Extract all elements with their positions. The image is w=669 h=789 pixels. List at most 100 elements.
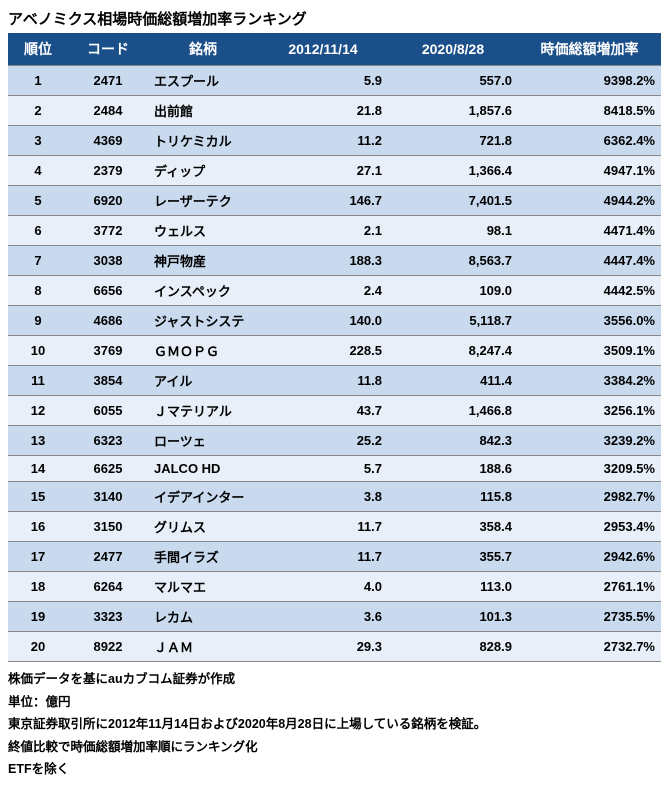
cell-pct: 2982.7% xyxy=(518,482,661,512)
cell-pct: 3556.0% xyxy=(518,306,661,336)
cell-rank: 4 xyxy=(8,156,68,186)
cell-v2: 355.7 xyxy=(388,542,518,572)
cell-code: 6920 xyxy=(68,186,148,216)
cell-v2: 188.6 xyxy=(388,456,518,482)
cell-pct: 2735.5% xyxy=(518,602,661,632)
cell-v2: 101.3 xyxy=(388,602,518,632)
cell-v1: 29.3 xyxy=(258,632,388,662)
table-row: 56920レーザーテク146.77,401.54944.2% xyxy=(8,186,661,216)
cell-code: 8922 xyxy=(68,632,148,662)
cell-pct: 8418.5% xyxy=(518,96,661,126)
cell-code: 3772 xyxy=(68,216,148,246)
cell-pct: 4442.5% xyxy=(518,276,661,306)
cell-v2: 113.0 xyxy=(388,572,518,602)
footnote-line: 単位：億円 xyxy=(8,691,661,714)
cell-pct: 3256.1% xyxy=(518,396,661,426)
cell-code: 2484 xyxy=(68,96,148,126)
cell-v2: 828.9 xyxy=(388,632,518,662)
cell-v1: 43.7 xyxy=(258,396,388,426)
cell-name: レカム xyxy=(148,602,258,632)
cell-rank: 18 xyxy=(8,572,68,602)
table-row: 94686ジャストシステ140.05,118.73556.0% xyxy=(8,306,661,336)
table-row: 186264マルマエ4.0113.02761.1% xyxy=(8,572,661,602)
cell-pct: 2761.1% xyxy=(518,572,661,602)
cell-v1: 5.7 xyxy=(258,456,388,482)
table-row: 73038神戸物産188.38,563.74447.4% xyxy=(8,246,661,276)
cell-v1: 140.0 xyxy=(258,306,388,336)
cell-v1: 146.7 xyxy=(258,186,388,216)
cell-code: 2379 xyxy=(68,156,148,186)
footnote-line: ETFを除く xyxy=(8,758,661,781)
cell-name: イデアインター xyxy=(148,482,258,512)
cell-name: 出前館 xyxy=(148,96,258,126)
table-row: 42379ディップ27.11,366.44947.1% xyxy=(8,156,661,186)
table-row: 34369トリケミカル11.2721.86362.4% xyxy=(8,126,661,156)
cell-v1: 2.4 xyxy=(258,276,388,306)
cell-rank: 17 xyxy=(8,542,68,572)
table-row: 63772ウェルス2.198.14471.4% xyxy=(8,216,661,246)
cell-name: Ｊマテリアル xyxy=(148,396,258,426)
cell-name: JALCO HD xyxy=(148,456,258,482)
cell-v1: 11.8 xyxy=(258,366,388,396)
cell-v1: 4.0 xyxy=(258,572,388,602)
cell-name: ジャストシステ xyxy=(148,306,258,336)
cell-code: 6625 xyxy=(68,456,148,482)
cell-name: エスプール xyxy=(148,66,258,96)
cell-code: 3038 xyxy=(68,246,148,276)
cell-pct: 3239.2% xyxy=(518,426,661,456)
cell-v2: 358.4 xyxy=(388,512,518,542)
footnote-line: 東京証券取引所に2012年11月14日および2020年8月28日に上場している銘… xyxy=(8,713,661,736)
cell-v1: 27.1 xyxy=(258,156,388,186)
cell-rank: 15 xyxy=(8,482,68,512)
cell-v1: 228.5 xyxy=(258,336,388,366)
cell-pct: 6362.4% xyxy=(518,126,661,156)
footnote-line: 株価データを基にauカブコム証券が作成 xyxy=(8,668,661,691)
cell-v2: 411.4 xyxy=(388,366,518,396)
cell-name: トリケミカル xyxy=(148,126,258,156)
cell-name: 神戸物産 xyxy=(148,246,258,276)
cell-name: マルマエ xyxy=(148,572,258,602)
cell-v2: 115.8 xyxy=(388,482,518,512)
cell-code: 3140 xyxy=(68,482,148,512)
cell-pct: 2942.6% xyxy=(518,542,661,572)
cell-code: 3769 xyxy=(68,336,148,366)
cell-code: 3323 xyxy=(68,602,148,632)
cell-v1: 11.7 xyxy=(258,512,388,542)
cell-rank: 3 xyxy=(8,126,68,156)
table-row: 22484出前館21.81,857.68418.5% xyxy=(8,96,661,126)
cell-v1: 3.6 xyxy=(258,602,388,632)
cell-code: 4686 xyxy=(68,306,148,336)
cell-pct: 3509.1% xyxy=(518,336,661,366)
table-row: 193323レカム3.6101.32735.5% xyxy=(8,602,661,632)
cell-v1: 2.1 xyxy=(258,216,388,246)
col-header-pct: 時価総額増加率 xyxy=(518,33,661,66)
cell-name: ウェルス xyxy=(148,216,258,246)
cell-pct: 3209.5% xyxy=(518,456,661,482)
col-header-rank: 順位 xyxy=(8,33,68,66)
cell-name: アイル xyxy=(148,366,258,396)
cell-pct: 2953.4% xyxy=(518,512,661,542)
cell-pct: 4947.1% xyxy=(518,156,661,186)
table-header-row: 順位 コード 銘柄 2012/11/14 2020/8/28 時価総額増加率 xyxy=(8,33,661,66)
cell-v1: 11.7 xyxy=(258,542,388,572)
cell-pct: 4471.4% xyxy=(518,216,661,246)
col-header-v1: 2012/11/14 xyxy=(258,33,388,66)
cell-rank: 7 xyxy=(8,246,68,276)
cell-v2: 8,247.4 xyxy=(388,336,518,366)
table-row: 153140イデアインター3.8115.82982.7% xyxy=(8,482,661,512)
cell-rank: 2 xyxy=(8,96,68,126)
table-row: 136323ローツェ25.2842.33239.2% xyxy=(8,426,661,456)
page-title: アベノミクス相場時価総額増加率ランキング xyxy=(8,8,661,29)
cell-v1: 5.9 xyxy=(258,66,388,96)
cell-v2: 557.0 xyxy=(388,66,518,96)
ranking-table: 順位 コード 銘柄 2012/11/14 2020/8/28 時価総額増加率 1… xyxy=(8,33,661,662)
cell-rank: 8 xyxy=(8,276,68,306)
cell-v1: 25.2 xyxy=(258,426,388,456)
footnotes: 株価データを基にauカブコム証券が作成単位：億円東京証券取引所に2012年11月… xyxy=(8,668,661,781)
cell-name: 手間イラズ xyxy=(148,542,258,572)
cell-rank: 12 xyxy=(8,396,68,426)
cell-code: 6055 xyxy=(68,396,148,426)
cell-code: 3854 xyxy=(68,366,148,396)
cell-v2: 98.1 xyxy=(388,216,518,246)
cell-name: インスペック xyxy=(148,276,258,306)
